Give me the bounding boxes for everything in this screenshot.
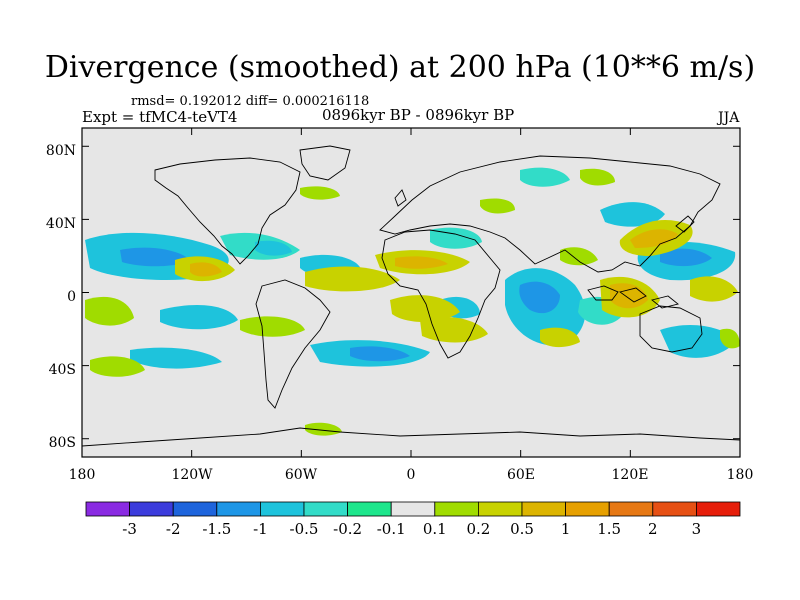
colorbar-swatch: [477, 501, 523, 517]
season-label: JJA: [718, 110, 740, 126]
colorbar-label: -0.2: [333, 520, 363, 538]
colorbar-swatch: [608, 501, 654, 517]
colorbar-label: -0.5: [289, 520, 319, 538]
colorbar-label: 0.1: [422, 520, 447, 538]
coastline-north-america: [154, 157, 301, 265]
colorbar-label: -3: [122, 520, 137, 538]
contour-blob: [690, 276, 738, 302]
contour-blob: [240, 316, 305, 337]
colorbar-swatch: [129, 501, 174, 517]
contour-blob: [255, 240, 292, 256]
contour-blob: [85, 296, 134, 326]
colorbar-label: -0.1: [376, 520, 406, 538]
divergence-field: [85, 167, 740, 436]
contour-blob: [660, 248, 712, 267]
colorbar-swatch: [259, 501, 305, 517]
contour-blob: [540, 327, 580, 348]
colorbar-label: 1.5: [597, 520, 622, 538]
lon-label: 180: [68, 467, 96, 483]
colorbar-label: 0.2: [466, 520, 491, 538]
contour-blob: [430, 227, 482, 249]
contour-blob: [395, 256, 448, 269]
colorbar-swatch: [303, 501, 348, 517]
lat-label: 80N: [45, 143, 76, 159]
contour-blob: [560, 247, 598, 266]
coastline-maritime: [587, 285, 679, 309]
contour-blob: [720, 328, 740, 349]
colorbar-swatch: [652, 501, 697, 517]
lat-label: 0: [67, 289, 76, 305]
coastline-south-america: [255, 279, 331, 409]
colorbar-label: 1: [560, 520, 571, 538]
contour-blob: [580, 168, 615, 186]
contour-blob: [519, 281, 560, 314]
contour-blob: [480, 198, 515, 214]
contour-blob: [300, 186, 340, 200]
colorbar-swatch: [347, 501, 392, 517]
contour-blob: [390, 295, 460, 322]
colorbar-label: -2: [165, 520, 181, 538]
lon-label: 180: [726, 467, 754, 483]
coastline-uk: [394, 189, 407, 207]
contour-blob: [160, 305, 238, 330]
map-title: Divergence (smoothed) at 200 hPa (10**6 …: [44, 50, 756, 85]
lon-label: 120E: [611, 467, 649, 483]
colorbar-swatch: [521, 501, 566, 517]
contour-blob: [350, 346, 410, 362]
lon-label: 60E: [506, 467, 536, 483]
colorbar-swatch: [565, 501, 610, 517]
contour-blob: [130, 347, 222, 369]
contour-blob: [305, 422, 342, 436]
lon-label: 0: [406, 467, 416, 483]
contour-blob: [90, 356, 145, 377]
coastline-greenland: [299, 145, 351, 181]
colorbar-label: 0.5: [510, 520, 534, 538]
colorbar-swatch: [390, 501, 436, 517]
contour-blob: [190, 262, 222, 277]
coastline-antarctica: [82, 427, 740, 447]
colorbar-label: -1.5: [202, 520, 232, 538]
colorbar-swatch: [216, 501, 261, 517]
contour-blob: [120, 247, 190, 267]
contour-blob: [305, 266, 400, 292]
lat-label: 80S: [48, 435, 76, 451]
lat-label: 40S: [48, 362, 76, 378]
lon-label: 60W: [284, 467, 318, 483]
colorbar-label: 3: [691, 520, 702, 538]
coastline-europe-asia: [379, 155, 721, 273]
coastline-africa: [381, 229, 501, 359]
period-label: 0896kyr BP - 0896kyr BP: [322, 106, 515, 124]
contour-blob: [600, 202, 665, 227]
contour-blob: [660, 325, 738, 358]
colorbar: [85, 501, 741, 517]
lat-label: 40N: [45, 216, 76, 232]
lon-label: 120W: [171, 467, 213, 483]
colorbar-label: -1: [253, 520, 268, 538]
colorbar-label: 2: [648, 520, 658, 538]
axis-ticks: [81, 128, 741, 457]
colorbar-swatch: [434, 501, 479, 517]
coastline-australia: [639, 305, 703, 353]
stats-label: rmsd= 0.192012 diff= 0.000216118: [131, 94, 370, 109]
contour-blob: [630, 229, 678, 248]
coastlines: [82, 145, 740, 447]
coastline-japan: [675, 215, 695, 233]
colorbar-swatch: [85, 501, 130, 517]
colorbar-swatch: [172, 501, 218, 517]
experiment-label: Expt = tfMC4-teVT4: [82, 108, 238, 126]
contour-blob: [520, 167, 570, 187]
colorbar-swatch: [696, 501, 741, 517]
